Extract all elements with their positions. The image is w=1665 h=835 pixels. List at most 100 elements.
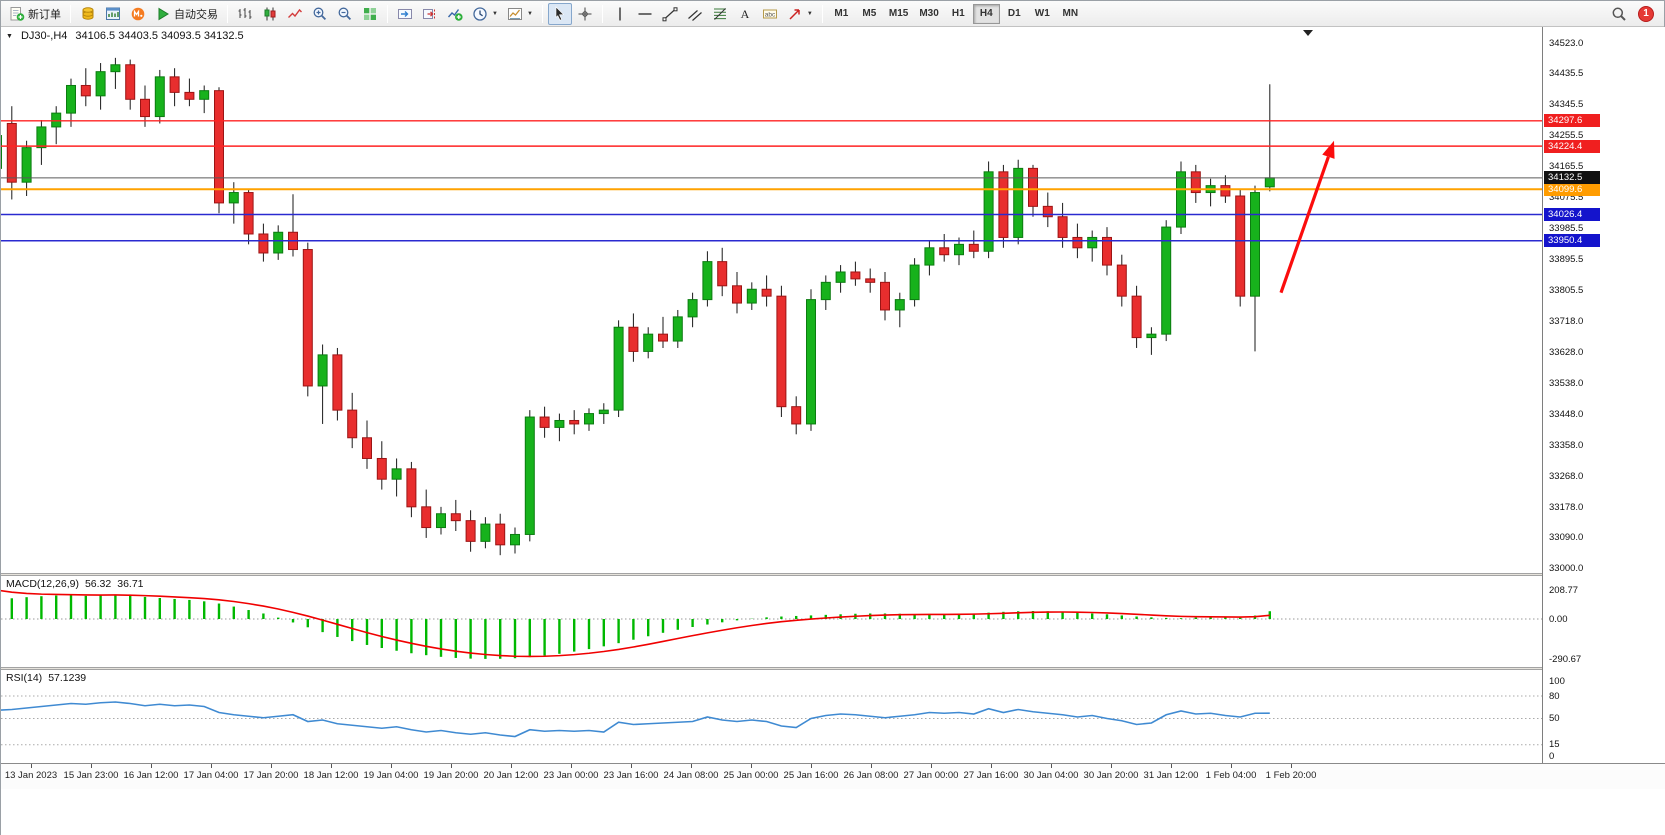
price-axis-label: 33628.0 [1549, 346, 1584, 358]
toolbar-separator [70, 4, 71, 23]
templates-button[interactable]: ▼ [503, 3, 537, 25]
tf-mn[interactable]: MN [1062, 8, 1079, 19]
time-axis-label: 31 Jan 12:00 [1143, 770, 1199, 781]
price-axis-label: 33448.0 [1549, 408, 1584, 420]
tile-windows-button[interactable] [358, 3, 382, 25]
tf-h1[interactable]: H1 [951, 8, 965, 19]
line-chart-button[interactable] [283, 3, 307, 25]
autotrade-button[interactable]: 自动交易 [151, 3, 222, 25]
price-axis-label: 34255.5 [1549, 129, 1584, 141]
price-axis-label: 34165.5 [1549, 160, 1584, 172]
macd-panel[interactable]: MACD(12,26,9) 56.32 36.71 [1, 576, 1542, 667]
price-axis-label: 33805.5 [1549, 285, 1584, 297]
fibonacci-button[interactable] [708, 3, 732, 25]
text-button[interactable]: A [733, 3, 757, 25]
chart-menu-icon[interactable]: ▼ [6, 32, 13, 40]
time-axis-label: 27 Jan 16:00 [963, 770, 1019, 781]
horizontal-line-button[interactable] [633, 3, 657, 25]
rsi-label: RSI(14) 57.1239 [6, 672, 86, 684]
chart-shift-icon [422, 6, 438, 22]
price-axis-label: 34435.5 [1549, 67, 1584, 79]
svg-text:abc: abc [765, 11, 776, 18]
data-window-button[interactable] [101, 3, 125, 25]
notifications-badge[interactable]: 1 [1638, 5, 1654, 22]
template-icon [507, 6, 523, 22]
toolbar-separator [601, 4, 603, 23]
rsi-axis-label: 15 [1549, 739, 1560, 751]
price-chart-canvas[interactable] [1, 27, 1542, 573]
line-icon [287, 6, 303, 22]
search-icon [1611, 6, 1627, 22]
crosshair-icon [577, 6, 593, 22]
new-order-icon [9, 6, 25, 22]
tf-m30[interactable]: M30 [919, 8, 939, 19]
rsi-canvas[interactable] [1, 670, 1542, 763]
new-order-button[interactable]: 新订单 [5, 3, 65, 25]
tf-h4[interactable]: H4 [972, 3, 1000, 24]
time-axis-tick [511, 764, 512, 768]
time-axis[interactable]: 13 Jan 2023 15 Jan 23:00 16 Jan 12:00 17 Ja… [1, 763, 1665, 789]
rsi-axis-label: 80 [1549, 690, 1560, 702]
button-label: 新订单 [28, 8, 61, 21]
tf-w1[interactable]: W1 [1034, 8, 1050, 19]
market-watch-button[interactable] [76, 3, 100, 25]
bar-chart-button[interactable] [233, 3, 257, 25]
cursor-button[interactable] [547, 2, 572, 25]
time-axis-tick [1291, 764, 1292, 768]
time-axis-tick [271, 764, 272, 768]
tf-m5[interactable]: M5 [862, 8, 877, 19]
price-axis-label: 33268.0 [1549, 470, 1584, 482]
zoom-out-button[interactable] [333, 3, 357, 25]
time-axis-tick [391, 764, 392, 768]
macd-canvas[interactable] [1, 576, 1542, 667]
arrow-obj-icon [787, 6, 803, 22]
rsi-value: 57.1239 [48, 672, 87, 684]
tf-d1[interactable]: D1 [1007, 8, 1021, 19]
time-axis-label: 30 Jan 20:00 [1083, 770, 1139, 781]
search-button[interactable] [1607, 3, 1631, 25]
time-axis-label: 13 Jan 2023 [4, 770, 58, 781]
auto-scroll-button[interactable] [393, 3, 417, 25]
text-label-button[interactable]: abc [758, 3, 782, 25]
chart-window: ▼ DJ30-,H4 34106.5 34403.5 34093.5 34132… [1, 27, 1665, 835]
macd-axis-label: -290.67 [1549, 653, 1582, 665]
crosshair-button[interactable] [573, 3, 597, 25]
time-axis-label: 20 Jan 12:00 [483, 770, 539, 781]
trendline-button[interactable] [658, 3, 682, 25]
chart-symbol-period: DJ30-,H4 [20, 30, 68, 42]
mql5-icon [130, 6, 146, 22]
hline-icon [637, 6, 653, 22]
indicators-button[interactable] [443, 3, 467, 25]
price-axis-label: 33090.0 [1549, 532, 1584, 544]
time-axis-label: 23 Jan 00:00 [543, 770, 599, 781]
chart-ohlc: 34106.5 34403.5 34093.5 34132.5 [75, 30, 244, 42]
zoom-in-button[interactable] [308, 3, 332, 25]
time-axis-tick [31, 764, 32, 768]
time-axis-tick [451, 764, 452, 768]
time-axis-tick [331, 764, 332, 768]
price-axis-label: 34523.0 [1549, 37, 1584, 49]
vertical-line-button[interactable] [608, 3, 632, 25]
rsi-axis-label: 50 [1549, 713, 1560, 724]
price-tag: 34132.5 [1544, 171, 1600, 185]
time-axis-tick [1111, 764, 1112, 768]
channel-button[interactable] [683, 3, 707, 25]
indicator-add-icon [447, 6, 463, 22]
candlestick-chart-button[interactable] [258, 3, 282, 25]
price-chart-panel[interactable]: ▼ DJ30-,H4 34106.5 34403.5 34093.5 34132… [1, 27, 1542, 573]
time-axis-label: 25 Jan 16:00 [783, 770, 839, 781]
mql5-community-button[interactable] [126, 3, 150, 25]
time-axis-tick [1171, 764, 1172, 768]
time-axis-label: 25 Jan 00:00 [723, 770, 779, 781]
price-axis[interactable]: 34523.0 34435.5 34345.5 34255.5 34165.5 34075… [1542, 27, 1665, 763]
rsi-panel[interactable]: RSI(14) 57.1239 [1, 670, 1542, 763]
arrows-button[interactable]: ▼ [783, 3, 817, 25]
periods-button[interactable]: ▼ [468, 3, 502, 25]
panel-resize-divider[interactable] [1, 667, 1665, 670]
tf-m15[interactable]: M15 [888, 8, 909, 19]
tf-m1[interactable]: M1 [834, 8, 849, 19]
candles-icon [262, 6, 278, 22]
chart-shift-button[interactable] [418, 3, 442, 25]
panel-resize-divider[interactable] [1, 573, 1665, 576]
